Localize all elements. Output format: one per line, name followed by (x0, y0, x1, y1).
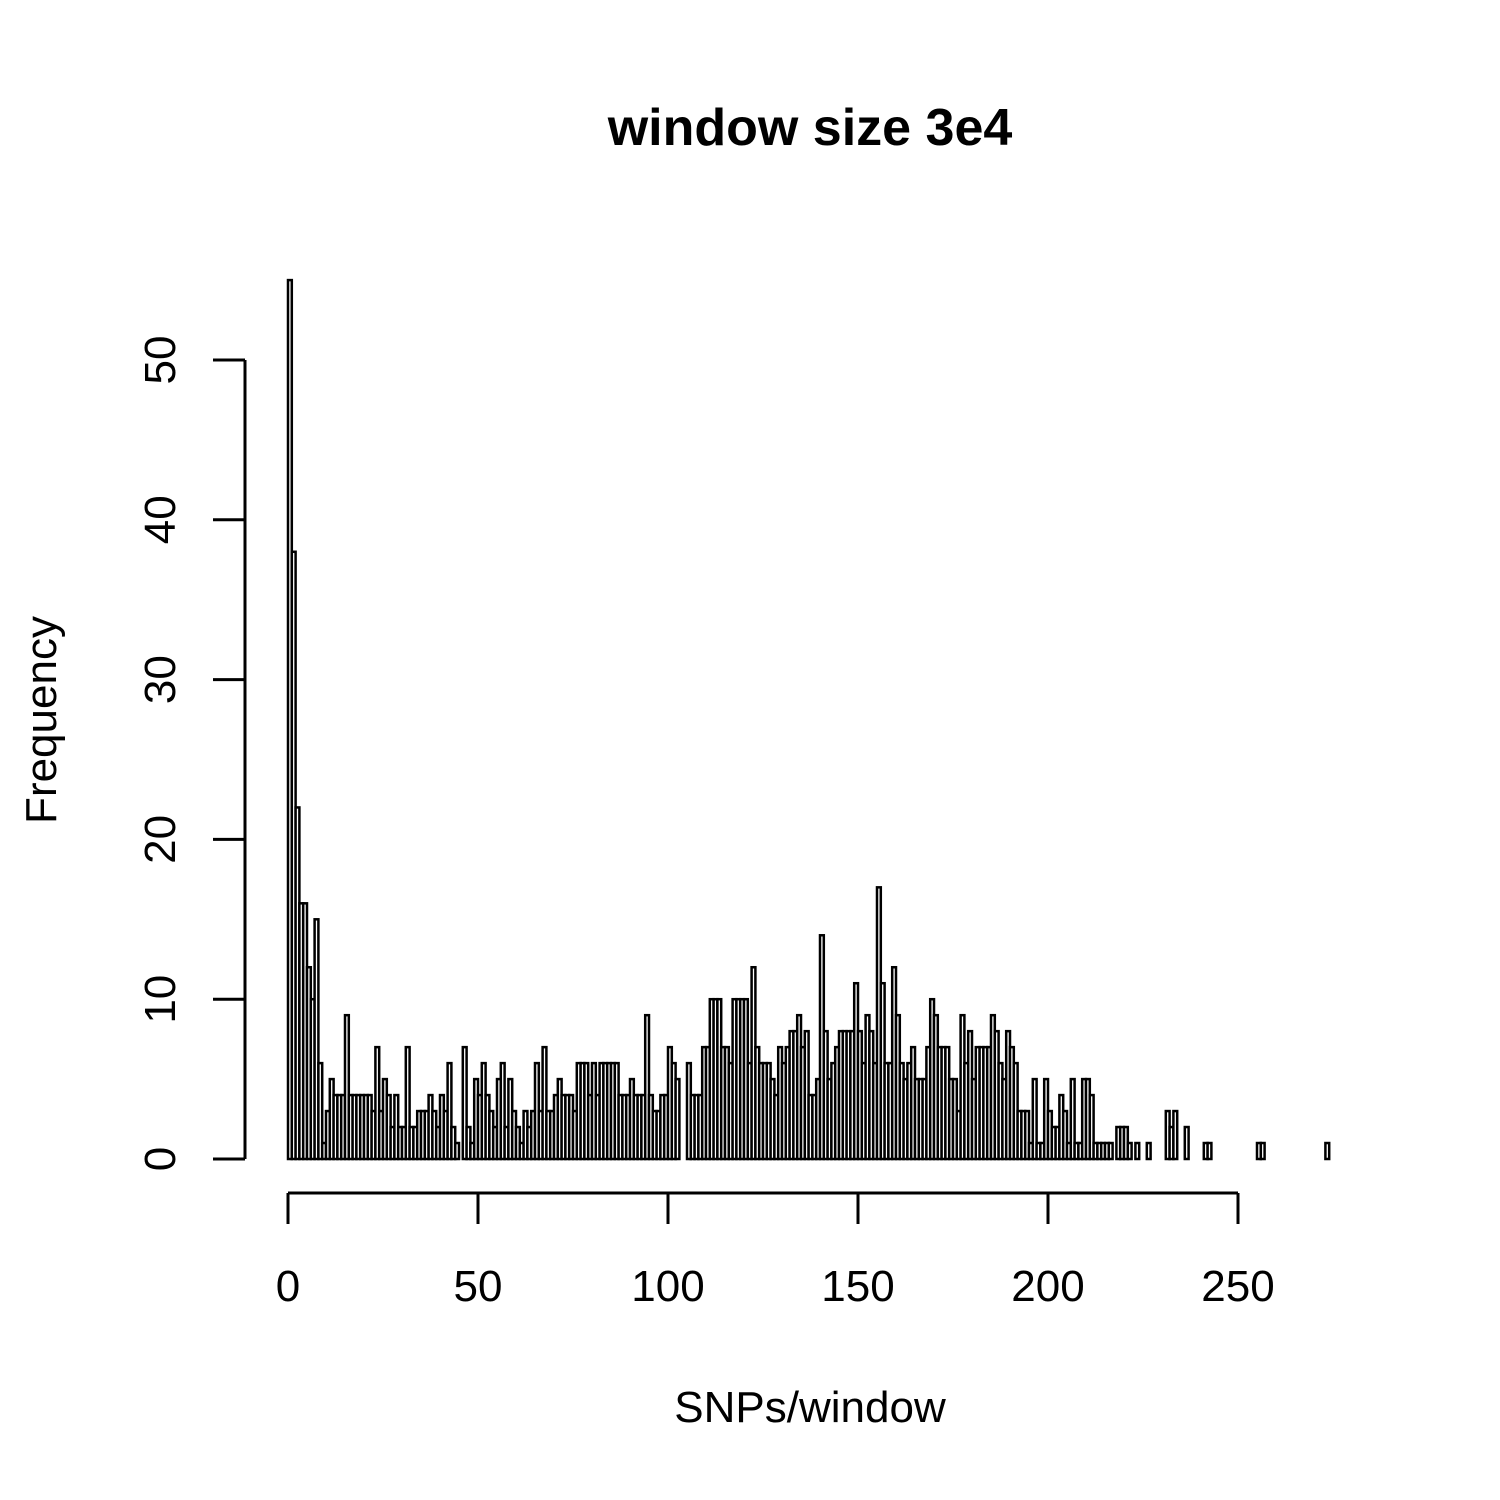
histogram-bar (1061, 1109, 1069, 1161)
histogram-bar (1069, 1077, 1076, 1161)
histogram-bar (1134, 1141, 1141, 1161)
histogram-bar (674, 1077, 681, 1161)
x-tick-label: 150 (821, 1262, 894, 1311)
x-tick-label: 250 (1201, 1262, 1274, 1311)
x-axis-ticks: 0 50 100 150 200 250 (276, 1193, 1275, 1311)
y-tick-label: 40 (136, 495, 185, 544)
histogram-bar (313, 918, 320, 1161)
histogram-bar (1183, 1125, 1190, 1161)
histogram-bar (1206, 1141, 1213, 1161)
histogram-bar (643, 1013, 651, 1161)
histogram-bar (446, 1061, 453, 1161)
histogram-bar (1324, 1141, 1331, 1161)
histogram-bar (499, 1061, 506, 1161)
x-tick-label: 0 (276, 1262, 300, 1311)
y-tick-label: 50 (136, 336, 185, 385)
histogram-bar (1088, 1093, 1095, 1161)
histogram-bar (1107, 1141, 1114, 1161)
histogram-bar (453, 1141, 461, 1161)
histogram-bar (461, 1045, 468, 1161)
y-tick-label: 10 (136, 975, 185, 1024)
y-axis-label: Frequency (17, 616, 66, 824)
x-axis-label: SNPs/window (674, 1383, 946, 1432)
x-tick-label: 200 (1011, 1262, 1084, 1311)
histogram-bar (1145, 1141, 1152, 1161)
histogram-bar (404, 1045, 411, 1161)
y-tick-label: 30 (136, 655, 185, 704)
histogram-bars (286, 278, 1331, 1161)
histogram-bar (374, 1045, 381, 1161)
y-axis-ticks: 0 10 20 30 40 50 (136, 336, 245, 1171)
histogram-bar (541, 1045, 548, 1161)
x-tick-label: 50 (454, 1262, 503, 1311)
histogram-bar (1126, 1141, 1133, 1161)
y-tick-label: 20 (136, 815, 185, 864)
histogram-bar (1259, 1141, 1266, 1161)
histogram-bar (1172, 1109, 1179, 1161)
histogram-bar (1023, 1109, 1031, 1161)
x-tick-label: 100 (631, 1262, 704, 1311)
chart-title: window size 3e4 (607, 99, 1013, 157)
histogram-bar (343, 1013, 351, 1161)
histogram-bar (1031, 1077, 1038, 1161)
histogram-bar (317, 1061, 324, 1161)
y-tick-label: 0 (136, 1147, 185, 1171)
